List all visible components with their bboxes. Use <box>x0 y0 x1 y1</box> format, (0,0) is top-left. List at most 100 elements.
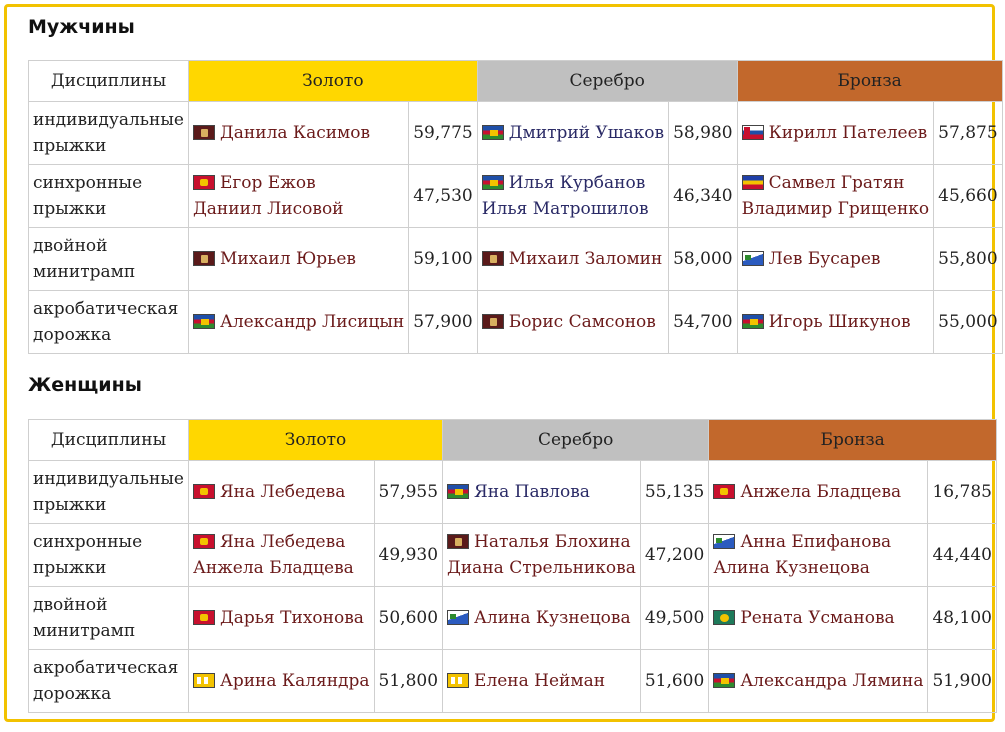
athlete-link[interactable]: Яна Павлова <box>474 482 590 502</box>
athlete-entry: Дарья Тихонова <box>192 605 370 631</box>
silver-score-cell: 58,000 <box>668 227 738 291</box>
header-silver: Серебро <box>442 419 710 461</box>
bronze-athletes-cell: Лев Бусарев <box>736 227 935 291</box>
athlete-link[interactable]: Елена Нейман <box>474 671 606 691</box>
silver-athletes-cell: Наталья Блохина Диана Стрельникова <box>442 523 641 587</box>
athlete-link[interactable]: Кирилл Пателеев <box>768 123 928 143</box>
red-flag-icon <box>192 484 215 499</box>
athlete-entry: Игорь Шикунов <box>741 309 930 335</box>
athlete-link[interactable]: Анна Епифанова <box>740 532 892 552</box>
header-bronze: Бронза <box>708 419 997 461</box>
athlete-link[interactable]: Данила Касимов <box>219 123 371 143</box>
tricolor-flag-icon <box>447 484 470 499</box>
athlete-link[interactable]: Даниил Лисовой <box>192 199 344 219</box>
tricolor-flag-icon <box>192 314 215 329</box>
gold-score-cell: 57,955 <box>373 460 444 524</box>
silver-athletes-cell: Илья Курбанов Илья Матрошилов <box>476 164 670 228</box>
gold-score-cell: 47,530 <box>408 164 478 228</box>
table-row: акробатическая дорожка Александр Лисицын 5… <box>28 290 1003 354</box>
athlete-link[interactable]: Дарья Тихонова <box>219 608 364 628</box>
athlete-link[interactable]: Дмитрий Ушаков <box>508 123 665 143</box>
athlete-entry: Илья Матрошилов <box>482 196 664 222</box>
page-frame <box>4 4 995 722</box>
silver-score-cell: 58,980 <box>668 101 738 165</box>
athlete-entry: Анжела Бладцева <box>713 479 923 505</box>
bronze-athletes-cell: Анжела Бладцева <box>708 460 929 524</box>
white-blue-flag-icon <box>447 610 470 625</box>
athlete-link[interactable]: Самвел Гратян <box>768 173 905 193</box>
athlete-link[interactable]: Михаил Юрьев <box>219 249 357 269</box>
red-flag-icon <box>192 610 215 625</box>
athlete-link[interactable]: Анжела Бладцева <box>740 482 902 502</box>
table-row: двойной минитрамп Михаил Юрьев 59,100 Михаи… <box>28 227 1003 291</box>
athlete-link[interactable]: Игорь Шикунов <box>768 312 911 332</box>
bronze-athletes-cell: Кирилл Пателеев <box>736 101 935 165</box>
silver-athletes-cell: Борис Самсонов <box>476 290 670 354</box>
athlete-link[interactable]: Алина Кузнецова <box>713 558 870 578</box>
header-gold: Золото <box>187 60 478 102</box>
athlete-link[interactable]: Илья Матрошилов <box>481 199 649 219</box>
athlete-link[interactable]: Михаил Заломин <box>508 249 663 269</box>
table-row: синхронные прыжки Яна Лебедева Анжела Блад… <box>28 523 997 587</box>
athlete-link[interactable]: Борис Самсонов <box>508 312 656 332</box>
athlete-entry: Алина Кузнецова <box>447 605 636 631</box>
athlete-link[interactable]: Диана Стрельникова <box>447 558 636 578</box>
women-section-title: Женщины <box>28 374 142 396</box>
athlete-entry: Борис Самсонов <box>481 309 664 335</box>
gold-athletes-cell: Яна Лебедева Анжела Бладцева <box>187 523 375 587</box>
men-header-row: Дисциплины Золото Серебро Бронза <box>28 60 1003 102</box>
athlete-link[interactable]: Илья Курбанов <box>508 173 646 193</box>
silver-score-cell: 54,700 <box>668 290 738 354</box>
athlete-link[interactable]: Александра Лямина <box>740 671 924 691</box>
bronze-athletes-cell: Рената Усманова <box>708 586 929 650</box>
athlete-entry: Михаил Юрьев <box>192 246 404 272</box>
athlete-link[interactable]: Наталья Блохина <box>474 532 631 552</box>
red-flag-icon <box>192 534 215 549</box>
discipline-cell: индивидуальные прыжки <box>28 101 189 165</box>
gold-athletes-cell: Дарья Тихонова <box>187 586 375 650</box>
athlete-link[interactable]: Яна Лебедева <box>219 532 346 552</box>
bronze-score-cell: 57,875 <box>933 101 1003 165</box>
discipline-cell: акробатическая дорожка <box>28 649 189 713</box>
athlete-link[interactable]: Лев Бусарев <box>768 249 881 269</box>
athlete-link[interactable]: Александр Лисицын <box>219 312 405 332</box>
silver-athletes-cell: Михаил Заломин <box>476 227 670 291</box>
athlete-entry: Елена Нейман <box>447 668 636 694</box>
athlete-entry: Яна Павлова <box>447 479 636 505</box>
athlete-entry: Алина Кузнецова <box>713 555 923 581</box>
discipline-cell: синхронные прыжки <box>28 523 189 587</box>
athlete-entry: Рената Усманова <box>713 605 923 631</box>
athlete-link[interactable]: Алина Кузнецова <box>474 608 631 628</box>
silver-athletes-cell: Елена Нейман <box>442 649 641 713</box>
athlete-link[interactable]: Анжела Бладцева <box>192 558 354 578</box>
tricolor-flag-icon <box>741 314 764 329</box>
athlete-link[interactable]: Егор Ежов <box>219 173 316 193</box>
athlete-link[interactable]: Яна Лебедева <box>219 482 346 502</box>
athlete-entry: Александр Лисицын <box>192 309 405 335</box>
tricolor-flag-icon <box>481 175 504 190</box>
bronze-athletes-cell: Игорь Шикунов <box>736 290 935 354</box>
discipline-cell: двойной минитрамп <box>28 227 189 291</box>
bronze-score-cell: 44,440 <box>927 523 997 587</box>
header-gold: Золото <box>187 419 444 461</box>
athlete-entry: Илья Курбанов <box>481 170 664 196</box>
silver-athletes-cell: Дмитрий Ушаков <box>476 101 670 165</box>
athlete-entry: Александра Лямина <box>713 668 923 694</box>
athlete-entry: Лев Бусарев <box>741 246 930 272</box>
men-section-title: Мужчины <box>28 16 135 38</box>
athlete-link[interactable]: Арина Каляндра <box>219 671 370 691</box>
tricolor-flag-icon <box>713 673 736 688</box>
white-blue-flag-icon <box>713 534 736 549</box>
dark-flag-icon <box>481 251 504 266</box>
athlete-link[interactable]: Владимир Грищенко <box>741 199 930 219</box>
athlete-entry: Наталья Блохина <box>447 529 636 555</box>
bronze-score-cell: 16,785 <box>927 460 997 524</box>
discipline-cell: акробатическая дорожка <box>28 290 189 354</box>
gold-score-cell: 50,600 <box>373 586 444 650</box>
athlete-entry: Владимир Грищенко <box>742 196 930 222</box>
athlete-link[interactable]: Рената Усманова <box>740 608 895 628</box>
athlete-entry: Егор Ежов <box>192 170 404 196</box>
silver-score-cell: 51,600 <box>639 649 710 713</box>
striped-flag-icon <box>741 125 764 140</box>
men-medal-table: Дисциплины Золото Серебро Бронза индивид… <box>28 60 1003 354</box>
